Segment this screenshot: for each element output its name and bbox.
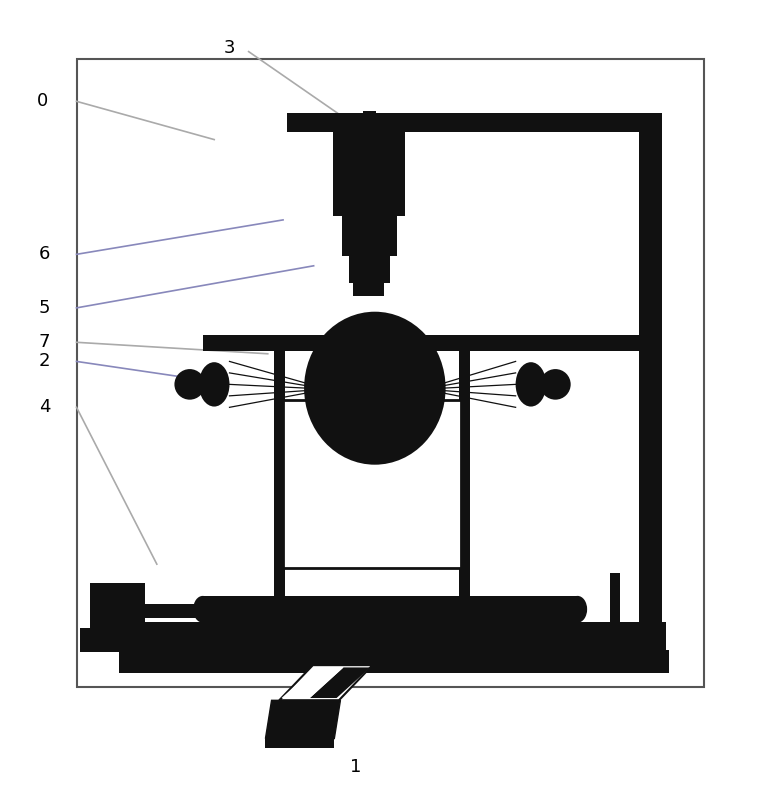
Ellipse shape bbox=[193, 596, 213, 623]
Bar bbox=[80, 628, 153, 652]
Polygon shape bbox=[265, 738, 334, 748]
Polygon shape bbox=[310, 667, 370, 698]
Text: 3: 3 bbox=[223, 39, 236, 56]
Bar bbox=[119, 650, 669, 673]
Bar bbox=[459, 350, 470, 633]
Bar bbox=[145, 604, 200, 617]
Bar bbox=[76, 59, 704, 687]
Bar bbox=[283, 399, 461, 568]
Text: 1: 1 bbox=[350, 758, 361, 776]
Text: 4: 4 bbox=[38, 399, 50, 416]
Bar bbox=[363, 111, 376, 131]
Text: 5: 5 bbox=[38, 299, 50, 317]
Bar bbox=[333, 131, 405, 216]
Ellipse shape bbox=[516, 362, 546, 407]
Bar bbox=[203, 335, 643, 352]
Bar bbox=[134, 621, 666, 652]
Bar bbox=[274, 350, 285, 633]
Polygon shape bbox=[279, 665, 373, 700]
Polygon shape bbox=[265, 700, 340, 738]
Bar bbox=[610, 573, 620, 650]
Bar bbox=[353, 281, 384, 296]
Bar bbox=[639, 120, 662, 652]
Ellipse shape bbox=[199, 362, 230, 407]
Bar bbox=[342, 214, 397, 256]
Text: 2: 2 bbox=[38, 353, 50, 370]
Circle shape bbox=[601, 638, 629, 666]
Bar bbox=[90, 583, 145, 629]
Polygon shape bbox=[282, 667, 343, 698]
Text: 6: 6 bbox=[39, 245, 50, 263]
Text: 7: 7 bbox=[38, 333, 50, 351]
Circle shape bbox=[174, 369, 205, 399]
Text: 0: 0 bbox=[37, 92, 47, 111]
Bar bbox=[287, 113, 662, 132]
Ellipse shape bbox=[304, 312, 445, 465]
Bar bbox=[203, 596, 578, 623]
Ellipse shape bbox=[568, 596, 588, 623]
Circle shape bbox=[540, 369, 571, 399]
Bar bbox=[349, 253, 390, 282]
